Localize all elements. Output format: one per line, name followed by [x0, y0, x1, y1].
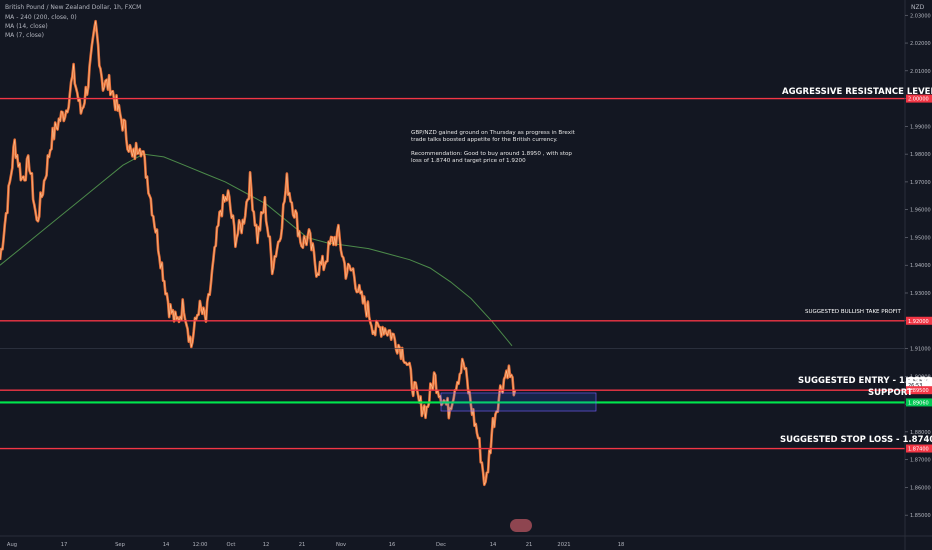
aggressive-resistance-label: AGGRESSIVE RESISTANCE LEVEL	[782, 87, 932, 97]
support-zone-box	[440, 392, 597, 412]
x-tick-label: Aug	[7, 542, 17, 548]
x-tick-label: Nov	[336, 542, 346, 548]
price-label-box	[906, 94, 932, 103]
price-label-text: 1.89500	[908, 388, 929, 394]
moving-average-layer	[0, 153, 513, 347]
price-label-text: 2.00000	[908, 97, 929, 103]
time-axis-layer: Aug 17 Sep 14 12:00 Oct 12 21 Nov 16 Dec 14 21 2021 18	[0, 535, 932, 548]
moving-average-line	[0, 153, 513, 347]
y-tick-label: 1.95000	[910, 235, 931, 241]
price-label-text: 1.89060	[908, 400, 929, 406]
x-tick-label: 16	[389, 542, 396, 548]
price-label-text: 1.92000	[908, 319, 929, 325]
support-zone-layer	[440, 392, 597, 412]
x-tick-label: 12:00	[193, 542, 208, 548]
chart-symbol-title: British Pound / New Zealand Dollar, 1h, …	[5, 4, 142, 11]
y-tick-label: 1.88000	[910, 430, 931, 436]
indicator-ma-7-label[interactable]: MA (7, close)	[5, 32, 44, 39]
indicator-ma-14-label[interactable]: MA (14, close)	[5, 23, 48, 30]
y-tick-label: 2.02000	[910, 41, 931, 47]
suggested-entry-label: SUGGESTED ENTRY - 1.8950	[798, 376, 932, 386]
analysis-paragraph-2: Recommendation: Good to buy around 1.895…	[411, 151, 572, 164]
y-tick-label: 1.94000	[910, 263, 931, 269]
analysis-note: GBP/NZD gained ground on Thursday as pro…	[411, 130, 581, 172]
x-tick-label: 14	[490, 542, 497, 548]
take-profit-label: SUGGESTED BULLISH TAKE PROFIT	[805, 309, 901, 315]
y-tick-label: 1.91000	[910, 347, 931, 353]
x-tick-label: 21	[526, 542, 533, 548]
y-tick-label: 2.01000	[910, 69, 931, 75]
y-tick-label: 1.85000	[910, 513, 931, 519]
price-label-box	[906, 444, 932, 453]
y-tick-label: 1.93000	[910, 291, 931, 297]
price-label-box	[906, 381, 932, 390]
y-tick-label: 1.87000	[910, 458, 931, 464]
y-tick-label: 1.97000	[910, 180, 931, 186]
watermark-logo-icon	[510, 519, 532, 532]
price-label-box	[906, 386, 932, 395]
x-tick-label: 18	[618, 542, 625, 548]
x-tick-label: 14	[163, 542, 170, 548]
x-tick-label: 2021	[557, 542, 570, 548]
indicator-ma-240-label[interactable]: MA - 240 (200, close, 0)	[5, 14, 77, 21]
x-tick-label: 21	[299, 542, 306, 548]
price-label-box	[906, 398, 932, 407]
price-axis-layer: 2.03000 2.02000 2.01000 2.00000 1.99000 1.980…	[904, 0, 932, 550]
x-tick-label: 17	[61, 542, 68, 548]
analysis-paragraph-1: GBP/NZD gained ground on Thursday as pro…	[411, 130, 575, 143]
price-label-box	[906, 377, 932, 386]
x-tick-label: Oct	[227, 542, 236, 548]
support-label: SUPPORT	[868, 388, 913, 398]
x-tick-label: 12	[263, 542, 270, 548]
y-tick-label: 1.96000	[910, 208, 931, 214]
x-tick-label: Dec	[436, 542, 446, 548]
stop-loss-label: SUGGESTED STOP LOSS - 1.8740	[780, 435, 932, 445]
price-label-text: 1.87400	[908, 447, 929, 453]
y-tick-label: 2.03000	[910, 13, 931, 19]
y-tick-label: 1.98000	[910, 152, 931, 158]
y-tick-label: 1.99000	[910, 124, 931, 130]
level-lines-layer	[0, 97, 905, 450]
y-tick-label: 1.86000	[910, 485, 931, 491]
currency-label: NZD	[911, 4, 925, 11]
price-label-box	[906, 316, 932, 325]
x-tick-label: Sep	[115, 542, 125, 548]
